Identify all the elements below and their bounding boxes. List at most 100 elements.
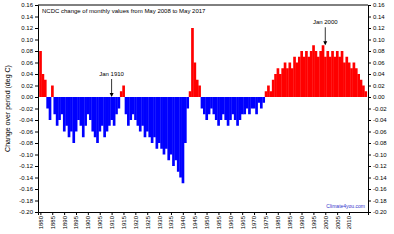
bar: [120, 91, 123, 97]
bar: [127, 97, 130, 126]
tick: -0.02: [19, 106, 38, 112]
bar: [350, 68, 353, 97]
tick-label: 1905: [97, 215, 103, 229]
tick-label: 0.08: [373, 48, 385, 54]
tick: -0.12: [368, 163, 387, 169]
tick-label: 1915: [121, 215, 127, 229]
tick: 0.12: [21, 25, 38, 31]
bar: [203, 97, 206, 114]
tick: 0.02: [368, 83, 385, 89]
bar: [229, 97, 232, 120]
bar: [39, 51, 42, 97]
tick: 0.10: [21, 37, 38, 43]
tick-mark: [368, 28, 371, 29]
bar: [72, 97, 75, 143]
tick: 1995: [311, 212, 317, 229]
tick-mark: [35, 28, 38, 29]
tick-mark: [35, 120, 38, 121]
tick-mark: [112, 212, 113, 215]
tick: 1925: [145, 212, 151, 229]
bar: [338, 57, 341, 97]
tick: 1985: [287, 212, 293, 229]
tick-label: 0.12: [21, 25, 33, 31]
bar: [51, 86, 54, 98]
tick: -0.20: [19, 209, 38, 215]
tick-label: 0.04: [373, 71, 385, 77]
bar: [265, 91, 268, 97]
tick-label: 1955: [216, 215, 222, 229]
tick-label: 0.08: [21, 48, 33, 54]
bar: [312, 45, 315, 97]
bar: [160, 97, 163, 149]
bar: [103, 97, 106, 137]
tick-label: 1980: [275, 215, 281, 229]
tick: 1910: [109, 212, 115, 229]
bar: [324, 57, 327, 97]
tick: -0.08: [19, 140, 38, 146]
tick-label: 0.06: [373, 60, 385, 66]
tick-label: -0.16: [373, 186, 387, 192]
bar: [317, 57, 320, 97]
tick-label: 0.10: [21, 37, 33, 43]
tick-mark: [35, 201, 38, 202]
tick-mark: [123, 212, 124, 215]
tick-mark: [147, 212, 148, 215]
tick: 1945: [192, 212, 198, 229]
bar: [236, 97, 239, 126]
bar: [122, 86, 125, 98]
bars: [39, 28, 367, 183]
bar: [163, 97, 166, 155]
tick-mark: [302, 212, 303, 215]
tick-mark: [35, 132, 38, 133]
bar: [355, 68, 358, 97]
tick-label: 1960: [228, 215, 234, 229]
tick: 1905: [97, 212, 103, 229]
bar: [106, 97, 109, 132]
bar: [56, 97, 59, 126]
bar: [151, 97, 154, 143]
bar: [89, 97, 92, 120]
tick-mark: [368, 201, 371, 202]
chart: -0.20-0.18-0.16-0.14-0.12-0.10-0.08-0.06…: [0, 0, 394, 234]
tick: -0.04: [368, 117, 387, 123]
tick: -0.10: [368, 152, 387, 158]
tick-mark: [159, 212, 160, 215]
tick-mark: [368, 155, 371, 156]
tick-label: 1940: [180, 215, 186, 229]
bar: [156, 97, 159, 149]
tick-label: -0.14: [373, 175, 387, 181]
tick: 2010: [346, 212, 352, 229]
bar: [137, 97, 140, 126]
tick: 0.14: [21, 14, 38, 20]
bar: [343, 63, 346, 98]
bar: [274, 74, 277, 97]
axis-line: [35, 6, 39, 213]
bar: [281, 68, 284, 97]
bar: [248, 97, 251, 114]
tick: 0.14: [368, 14, 385, 20]
bar: [63, 97, 66, 132]
tick-label: 0.14: [21, 14, 33, 20]
tick-label: 1925: [145, 215, 151, 229]
bar: [108, 97, 111, 126]
bar: [167, 97, 170, 160]
tick: 2005: [335, 212, 341, 229]
bar: [364, 91, 367, 97]
tick-mark: [135, 212, 136, 215]
tick-mark: [35, 178, 38, 179]
tick-mark: [35, 51, 38, 52]
tick-mark: [207, 212, 208, 215]
bar: [288, 63, 291, 98]
tick-label: -0.04: [19, 117, 33, 123]
bar: [296, 63, 299, 98]
tick: 0.12: [368, 25, 385, 31]
tick: 1980: [275, 212, 281, 229]
x-axis: 1880188518901895190019051910191519201925…: [38, 212, 369, 229]
bar: [170, 97, 173, 155]
tick-label: -0.12: [19, 163, 33, 169]
tick-label: -0.20: [19, 209, 33, 215]
bar: [144, 97, 147, 137]
bar: [212, 97, 215, 114]
tick-mark: [35, 40, 38, 41]
tick-mark: [171, 212, 172, 215]
